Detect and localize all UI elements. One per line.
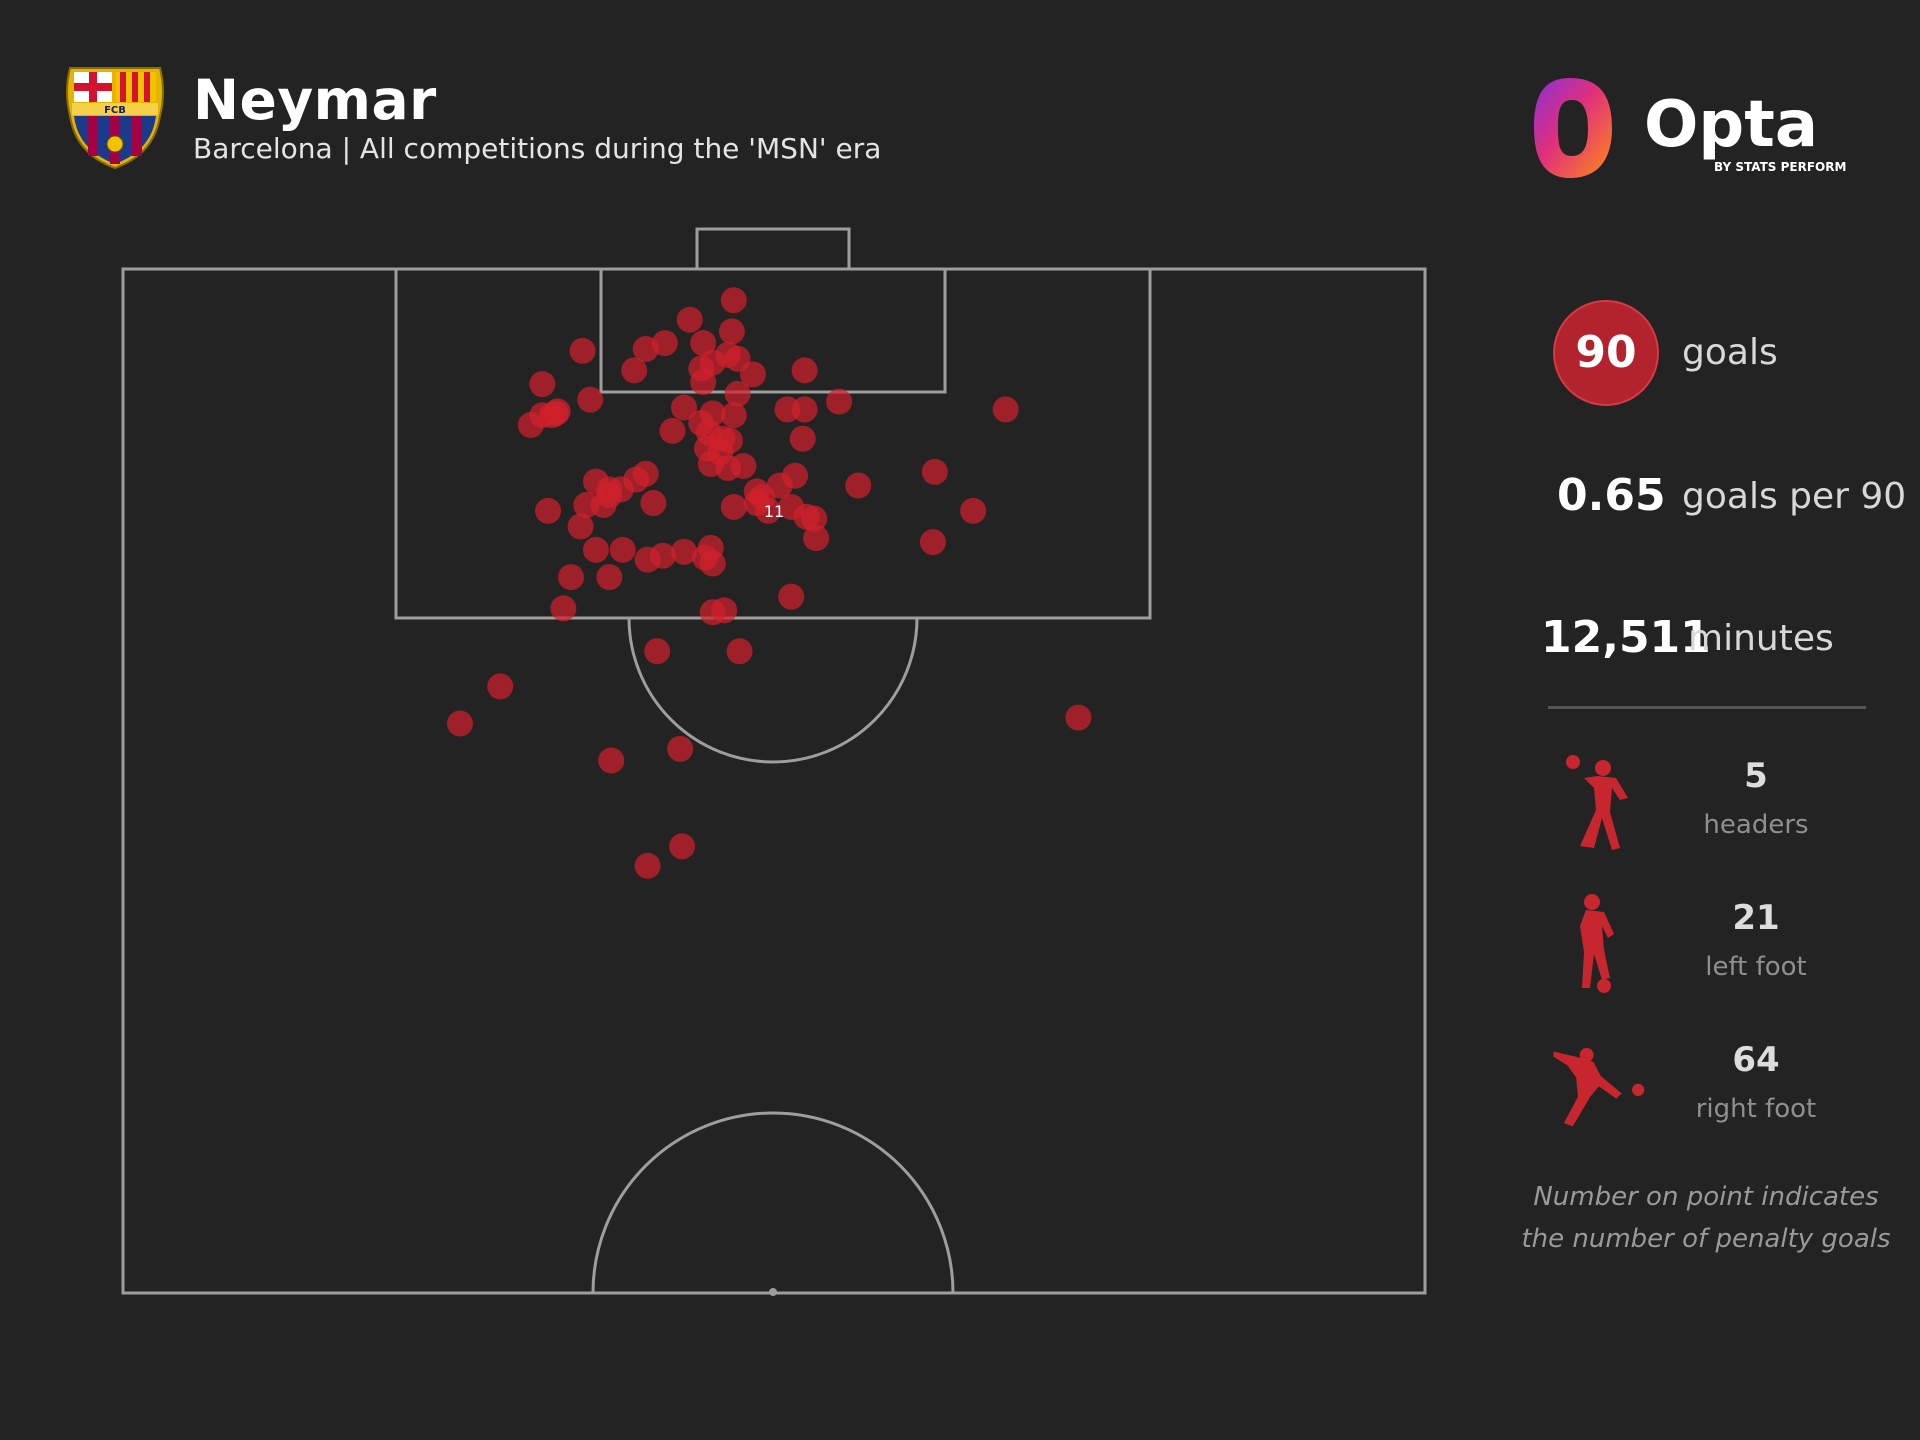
penalty-arc: [627, 617, 919, 764]
goal-point: [596, 564, 623, 591]
goal-point: [582, 536, 609, 563]
goal-point: [718, 318, 745, 345]
goal-point: [919, 529, 946, 556]
footnote: Number on point indicates the number of …: [1520, 1176, 1892, 1260]
goal-point: [803, 525, 830, 552]
goal-point: [739, 361, 766, 388]
goal-point: [634, 546, 661, 573]
goal-point: [632, 460, 659, 487]
goal-point: [569, 337, 596, 364]
shot-map: 11: [121, 227, 1427, 1296]
goal-point: [726, 638, 753, 665]
goal-point: [755, 497, 782, 524]
right-foot-label: right foot: [1695, 1094, 1817, 1124]
goal-point: [632, 335, 659, 362]
right-foot-icon: [1553, 1047, 1645, 1127]
goal-point: [550, 595, 577, 622]
penalty-area: [394, 267, 1152, 620]
opta-wordmark: Opta: [1644, 88, 1818, 162]
headers-label: headers: [1703, 810, 1809, 840]
divider: [1548, 706, 1866, 709]
opta-logo: Opta BY STATS PERFORM: [1534, 78, 1846, 178]
goal-point: [567, 513, 594, 540]
goal-point: [558, 564, 585, 591]
goal-point: [724, 380, 751, 407]
goal-point: [517, 412, 544, 439]
goal-point: [676, 306, 703, 333]
goal-point: [529, 371, 556, 398]
footnote-line-1: Number on point indicates: [1533, 1182, 1879, 1212]
goal-point: [640, 490, 667, 517]
footnote-line-2: the number of penalty goals: [1521, 1224, 1891, 1254]
goal-point: [720, 493, 747, 520]
minutes-label: minutes: [1688, 618, 1834, 659]
goal-point: [598, 747, 625, 774]
goal-point: [577, 386, 604, 413]
goal-frame: [695, 227, 851, 271]
goal-point: [607, 476, 634, 503]
goal-point: [743, 478, 770, 505]
minutes-value: 12,511: [1541, 612, 1711, 663]
goal-point: [826, 388, 853, 415]
goal-point: [1065, 704, 1092, 731]
right-foot-value: 64: [1732, 1040, 1780, 1080]
goal-point: [711, 597, 738, 624]
goal-point: [659, 417, 686, 444]
goal-point: [730, 452, 757, 479]
goal-point: [845, 472, 872, 499]
goal-point: [793, 503, 820, 530]
goal-point: [671, 538, 698, 565]
goals-label: goals: [1682, 332, 1778, 373]
goal-point: [960, 497, 987, 524]
barcelona-crest-icon: FCB: [66, 67, 164, 170]
center-spot: [769, 1288, 777, 1296]
goals-per-90-value: 0.65: [1557, 470, 1666, 521]
goal-point: [671, 394, 698, 421]
goal-point: [621, 357, 648, 384]
pitch-outline: [121, 267, 1427, 1295]
goal-point: [778, 583, 805, 610]
goal-point: [573, 492, 600, 519]
goal-point: [690, 330, 717, 357]
opta-mark-icon: [1534, 78, 1612, 178]
goal-markers: 11: [446, 287, 1092, 879]
goal-point: [992, 396, 1019, 423]
goal-point: [921, 458, 948, 485]
goal-point: [774, 396, 801, 423]
goals-circle: [1553, 300, 1659, 406]
pitch-lines: [121, 227, 1427, 1295]
goal-point: [667, 735, 694, 762]
goal-point: [791, 357, 818, 384]
page-subtitle: Barcelona | All competitions during the …: [193, 132, 882, 165]
header-icon: [1566, 755, 1628, 850]
center-circle: [591, 1111, 955, 1294]
left-foot-label: left foot: [1705, 952, 1807, 982]
opta-byline: BY STATS PERFORM: [1714, 160, 1846, 174]
goal-point: [669, 833, 696, 860]
goal-point: [644, 638, 671, 665]
goals-per-90-label: goals per 90: [1682, 476, 1907, 517]
goals-value: 90: [1575, 327, 1637, 378]
goal-point: [446, 710, 473, 737]
goal-point: [487, 673, 514, 700]
left-foot-icon: [1580, 894, 1614, 993]
goal-point: [699, 550, 726, 577]
page-title: Neymar: [193, 68, 437, 132]
goal-point: [789, 425, 816, 452]
goal-point: [634, 852, 661, 879]
penalty-goals-label: 11: [764, 502, 784, 521]
goal-point: [690, 369, 717, 396]
goal-point: [720, 402, 747, 429]
goal-point: [609, 536, 636, 563]
six-yard-box: [599, 267, 947, 394]
goal-point: [720, 287, 747, 314]
svg-text:FCB: FCB: [104, 105, 126, 116]
goal-point: [535, 497, 562, 524]
left-foot-value: 21: [1732, 898, 1780, 938]
headers-value: 5: [1744, 756, 1768, 796]
